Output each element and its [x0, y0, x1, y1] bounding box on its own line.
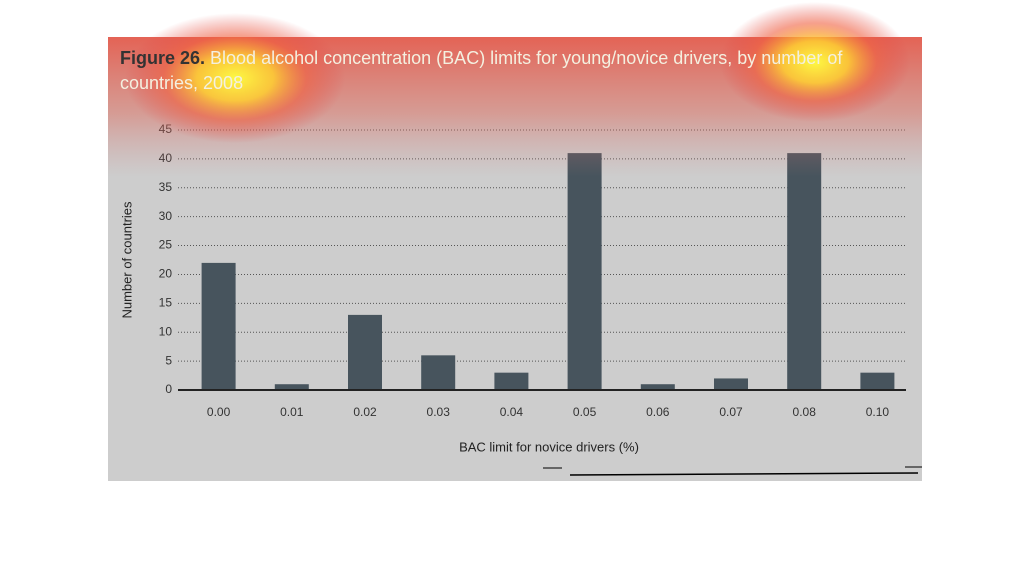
bar	[640, 384, 675, 390]
chart-title-part: countries, 2008	[120, 73, 243, 93]
chart-title-part: Blood alcohol concentration (BAC) limits…	[210, 48, 843, 68]
y-tick-label: 30	[159, 209, 173, 223]
x-tick-label: 0.03	[427, 405, 451, 419]
bar	[494, 372, 529, 390]
title-label: Figure 26.	[120, 48, 205, 68]
y-axis-label: Number of countries	[119, 201, 134, 319]
bar	[274, 384, 309, 390]
bar	[421, 355, 456, 390]
x-tick-label: 0.08	[793, 405, 817, 419]
x-tick-label: 0.01	[280, 405, 304, 419]
x-tick-label: 0.02	[353, 405, 377, 419]
y-tick-label: 10	[159, 324, 173, 338]
x-axis-label: BAC limit for novice drivers (%)	[459, 439, 639, 454]
y-tick-label: 5	[165, 353, 172, 367]
y-tick-label: 0	[165, 382, 172, 396]
bar	[860, 372, 895, 390]
y-tick-label: 15	[159, 296, 173, 310]
bar	[567, 153, 602, 390]
chart-title: Figure 26. Blood alcohol concentration (B…	[120, 48, 843, 68]
bar	[348, 314, 382, 390]
decoration	[569, 472, 919, 476]
x-tick-label: 0.04	[500, 405, 524, 419]
y-tick-label: 20	[159, 267, 173, 281]
x-tick-label: 0.06	[646, 405, 670, 419]
y-tick-label: 35	[159, 180, 173, 194]
y-tick-label: 25	[159, 238, 173, 252]
x-tick-label: 0.10	[866, 405, 890, 419]
bar	[201, 262, 236, 390]
bar	[787, 153, 822, 390]
x-tick-label: 0.00	[207, 405, 231, 419]
heatmap-spot	[720, 2, 910, 122]
x-tick-label: 0.05	[573, 405, 597, 419]
x-tick-label: 0.07	[719, 405, 743, 419]
heatmap-spot	[125, 13, 345, 143]
bar	[714, 378, 748, 390]
